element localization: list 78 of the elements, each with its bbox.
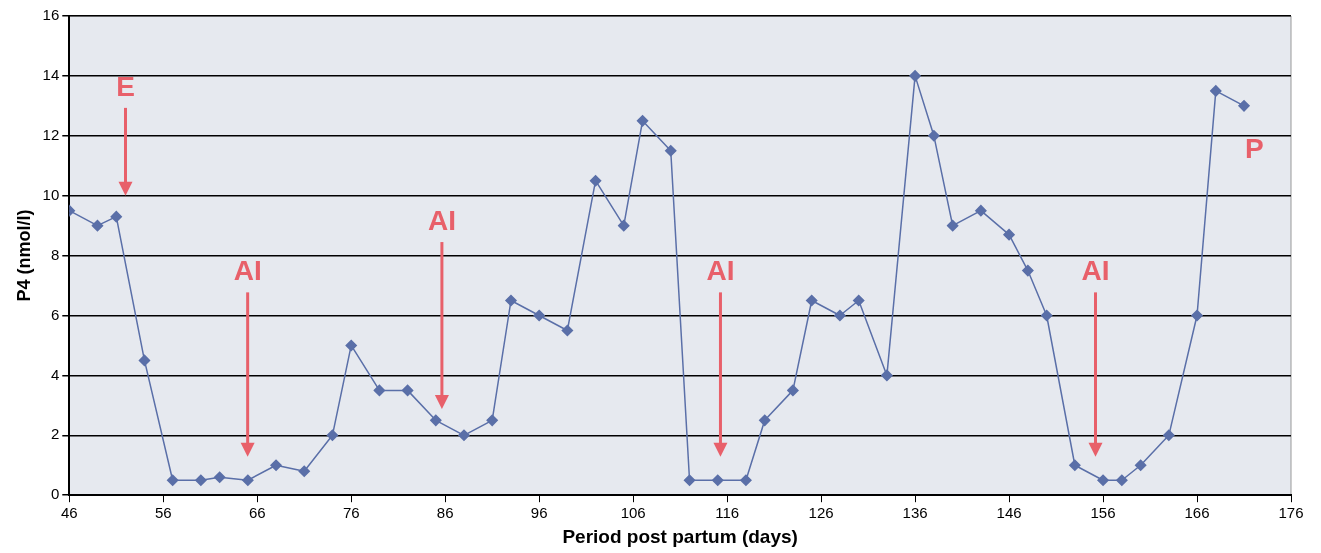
point xyxy=(834,309,846,322)
point xyxy=(326,429,339,442)
point xyxy=(636,115,649,127)
point xyxy=(664,145,677,157)
point xyxy=(711,474,724,486)
point xyxy=(1210,85,1222,97)
point xyxy=(1022,264,1034,277)
x-tick-label: 166 xyxy=(1184,504,1210,522)
point xyxy=(373,384,386,397)
point xyxy=(946,219,959,232)
point xyxy=(298,465,310,477)
x-tick-label: 96 xyxy=(530,504,548,522)
point xyxy=(213,471,226,483)
point xyxy=(1116,474,1128,486)
point xyxy=(1040,309,1053,322)
point xyxy=(270,459,282,471)
y-axis-title: P4 (nmol/l) xyxy=(13,209,34,302)
point xyxy=(909,70,921,82)
point xyxy=(1069,459,1081,471)
point xyxy=(91,219,104,232)
point xyxy=(618,219,630,232)
point xyxy=(1191,309,1203,322)
y-tick-label: 8 xyxy=(50,245,60,263)
y-tick-label: 4 xyxy=(50,365,60,383)
point xyxy=(1134,459,1147,471)
point xyxy=(110,210,123,223)
point xyxy=(683,474,696,486)
point xyxy=(740,474,752,486)
y-tick-label: 12 xyxy=(42,125,60,143)
annotation: AI xyxy=(1081,255,1110,287)
point xyxy=(533,309,545,322)
point xyxy=(138,354,151,367)
x-tick-label: 56 xyxy=(154,504,172,522)
point xyxy=(345,339,357,352)
point xyxy=(430,414,442,427)
point xyxy=(1238,100,1250,112)
x-tick-label: 126 xyxy=(808,504,834,522)
y-tick-label: 6 xyxy=(50,305,60,323)
annotation: P xyxy=(1245,132,1264,164)
point xyxy=(787,384,799,397)
y-tick-label: 14 xyxy=(42,66,60,84)
annotation: AI xyxy=(233,255,262,287)
point xyxy=(195,474,207,486)
y-tick-label: 2 xyxy=(50,425,60,443)
y-tick-label: 10 xyxy=(42,185,60,203)
annotation: AI xyxy=(706,255,735,287)
x-tick-label: 156 xyxy=(1090,504,1116,522)
point xyxy=(881,369,893,382)
point xyxy=(928,130,940,142)
point xyxy=(401,384,414,397)
x-tick-label: 146 xyxy=(996,504,1022,522)
point xyxy=(505,294,517,307)
x-tick-label: 106 xyxy=(620,504,646,522)
annotation: AI xyxy=(427,204,456,236)
annotation: E xyxy=(116,70,135,102)
x-tick-label: 116 xyxy=(715,504,740,522)
y-tick-label: 16 xyxy=(42,6,60,24)
point xyxy=(589,174,602,187)
x-tick-label: 86 xyxy=(436,504,454,522)
point xyxy=(975,204,987,217)
point xyxy=(1003,228,1015,241)
point xyxy=(486,414,498,427)
x-tick-label: 46 xyxy=(60,504,78,522)
point xyxy=(166,474,179,486)
y-tick-label: 0 xyxy=(50,485,60,503)
point xyxy=(242,474,254,486)
point xyxy=(561,324,574,337)
point xyxy=(758,414,771,427)
x-tick-label: 176 xyxy=(1278,504,1304,522)
x-axis-title: Period post partum (days) xyxy=(562,525,798,547)
point xyxy=(805,294,818,307)
point xyxy=(1163,429,1175,442)
x-tick-label: 66 xyxy=(248,504,266,522)
point xyxy=(458,429,470,442)
x-tick-label: 76 xyxy=(342,504,360,522)
x-tick-label: 136 xyxy=(902,504,928,522)
point xyxy=(1097,474,1109,486)
point xyxy=(852,294,865,307)
